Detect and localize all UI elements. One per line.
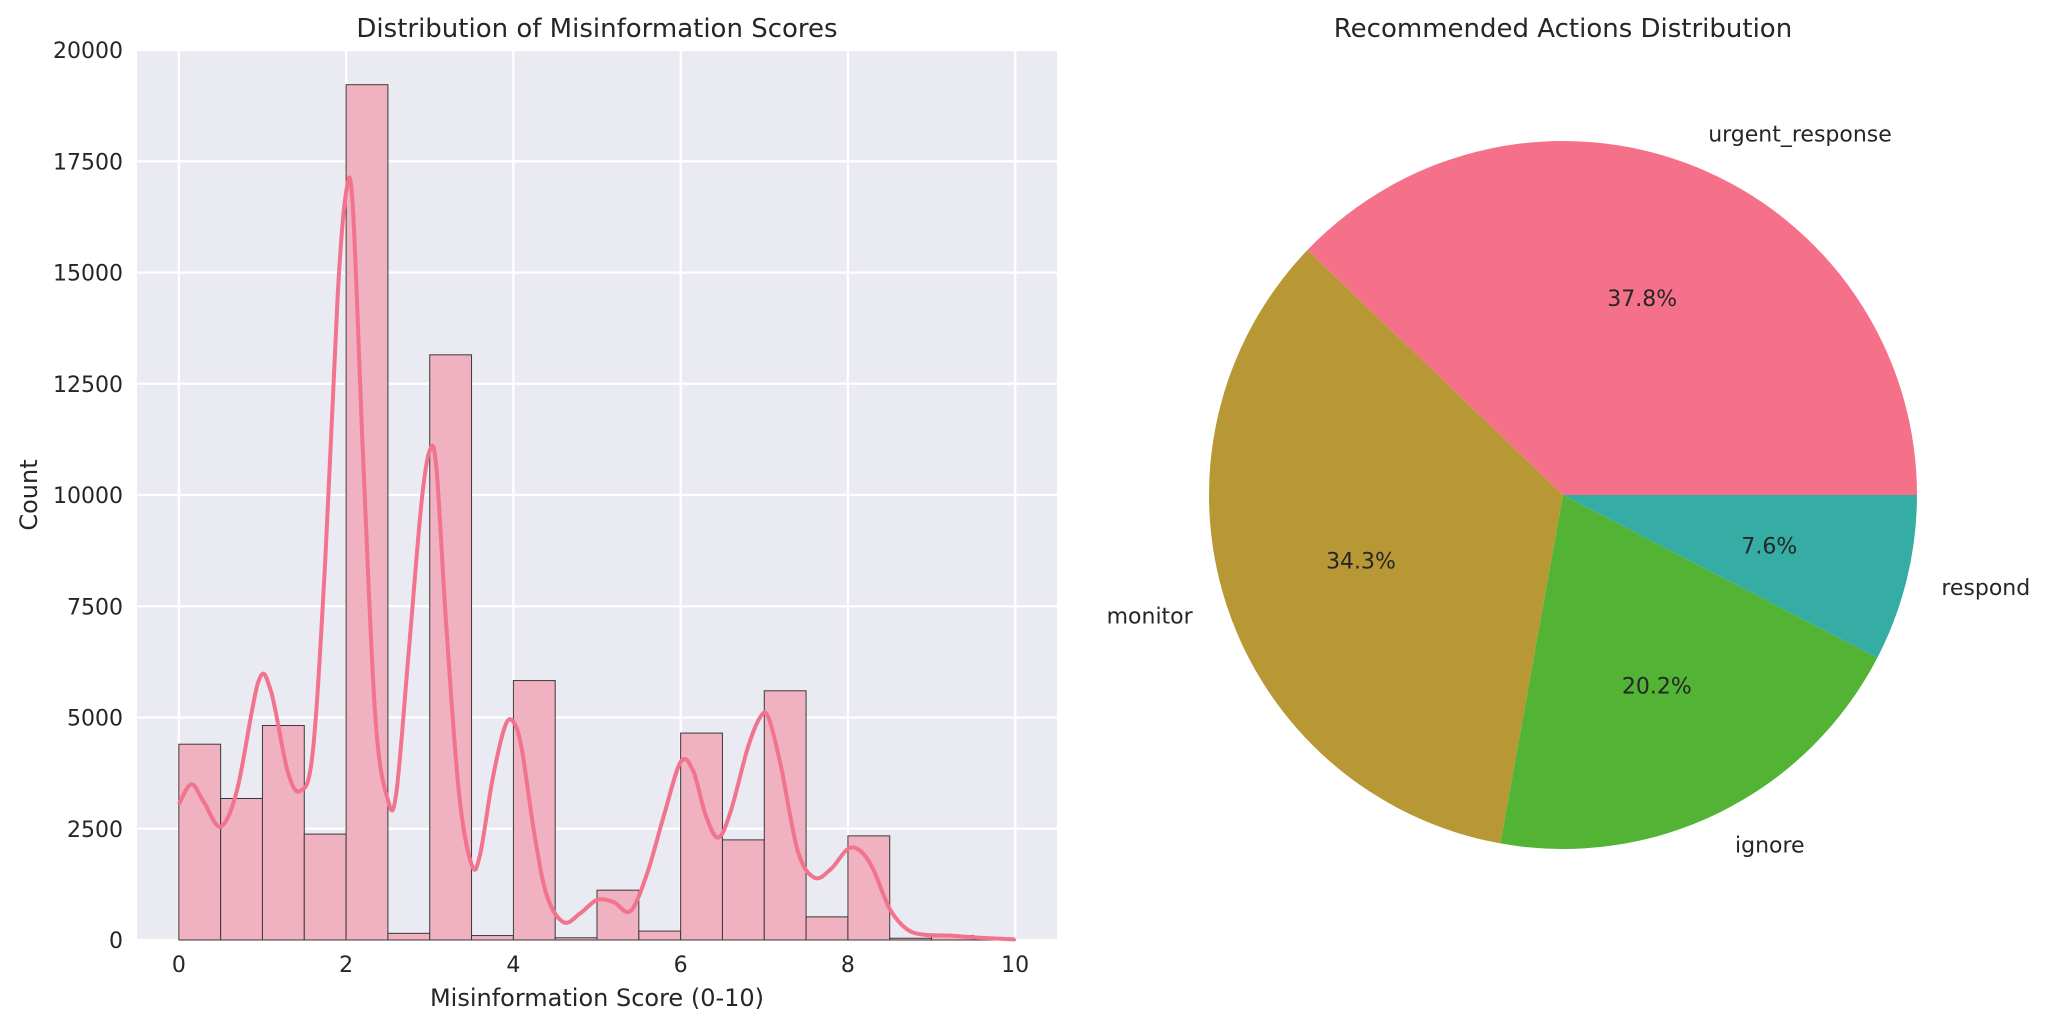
pie-panel: Recommended Actions Distribution 37.8% ur…: [1107, 14, 2031, 858]
x-tick-label: 8: [841, 953, 855, 978]
histogram-x-tick-labels: 0 2 4 6 8 10: [172, 953, 1029, 978]
histogram-bar: [805, 916, 849, 941]
pie-category-label: respond: [1941, 576, 2030, 601]
histogram-y-axis-label: Count: [15, 459, 43, 530]
histogram-bar: [303, 833, 347, 941]
histogram-bar: [889, 937, 933, 941]
pie-slice-urgent-response: [1307, 141, 1917, 495]
x-tick-label: 10: [1001, 953, 1029, 978]
pie-labels: 37.8% urgent_response 34.3% monitor 20.2% ign…: [1107, 123, 2031, 859]
y-tick-label: 12500: [53, 373, 123, 398]
pie-category-label: ignore: [1735, 833, 1805, 858]
y-tick-label: 15000: [53, 262, 123, 287]
x-tick-label: 0: [172, 953, 186, 978]
pie-percent-label: 20.2%: [1622, 675, 1692, 700]
pie-percent-label: 34.3%: [1326, 550, 1396, 575]
y-tick-label: 2500: [67, 818, 123, 843]
histogram-bar: [721, 839, 765, 941]
histogram-bar: [220, 797, 263, 941]
histogram-kde-curve: [177, 175, 1016, 942]
x-tick-label: 4: [506, 953, 520, 978]
histogram-y-tick-labels: 0 2500 5000 7500 10000 12500 15000 17500 20000: [53, 39, 123, 954]
histogram-bar: [429, 354, 473, 941]
histogram-bar: [178, 743, 222, 941]
pie-percent-label: 37.8%: [1607, 287, 1677, 312]
pie-percent-label: 7.6%: [1741, 534, 1797, 559]
pie-category-label: monitor: [1107, 604, 1194, 629]
y-tick-label: 17500: [53, 150, 123, 175]
pie-slice-ignore: [1500, 495, 1878, 849]
y-tick-label: 0: [109, 929, 123, 954]
histogram-bar: [261, 725, 305, 941]
pie-slice-respond: [1563, 495, 1917, 658]
y-tick-label: 10000: [53, 484, 123, 509]
histogram-title: Distribution of Misinformation Scores: [356, 14, 837, 44]
pie-title: Recommended Actions Distribution: [1334, 14, 1792, 44]
histogram-bar: [638, 930, 682, 941]
y-tick-label: 20000: [53, 39, 123, 64]
histogram-x-axis-label: Misinformation Score (0-10): [430, 984, 764, 1012]
pie-category-label: urgent_response: [1708, 123, 1892, 148]
histogram-panel: Distribution of Misinformation Scores 0 2…: [15, 14, 1057, 1012]
kde-line: [177, 175, 1016, 942]
y-tick-label: 5000: [67, 707, 123, 732]
histogram-bar: [387, 932, 431, 941]
pie-slices: [1208, 141, 1917, 849]
x-tick-label: 2: [339, 953, 353, 978]
x-tick-label: 6: [674, 953, 688, 978]
histogram-bar: [471, 935, 514, 941]
pie-slice-monitor: [1208, 250, 1563, 844]
histogram-bar: [554, 937, 598, 941]
histogram-bar: [847, 835, 891, 941]
y-tick-label: 7500: [67, 595, 123, 620]
